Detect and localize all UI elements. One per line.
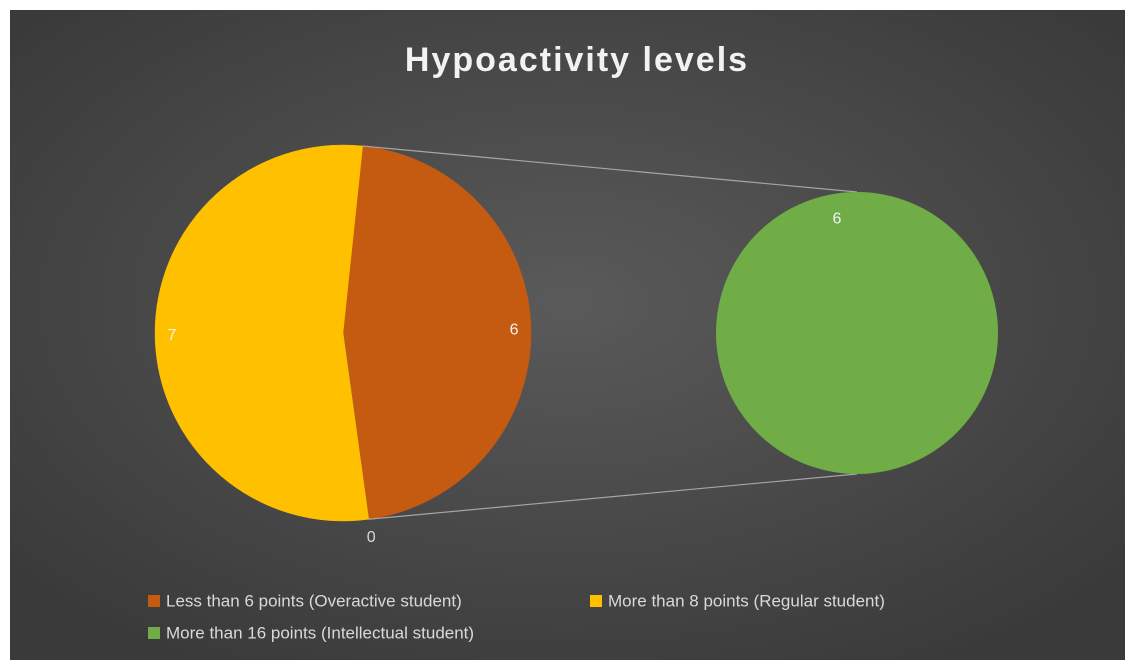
chart-title: Hypoactivity levels	[405, 41, 749, 79]
legend-label: More than 8 points (Regular student)	[608, 591, 885, 610]
data-label: 6	[510, 321, 519, 338]
connector-line	[362, 145, 858, 193]
legend-swatch	[148, 595, 160, 607]
legend-swatch	[148, 627, 160, 639]
data-label: 7	[167, 327, 176, 344]
pie-slice	[716, 192, 998, 474]
pie-slice	[154, 144, 369, 522]
connector-line	[368, 473, 858, 520]
legend-label: Less than 6 points (Overactive student)	[166, 591, 462, 610]
legend-label: More than 16 points (Intellectual studen…	[166, 623, 474, 642]
data-label: 0	[367, 529, 376, 546]
pie-slice	[342, 145, 532, 520]
legend-swatch	[590, 595, 602, 607]
data-label: 6	[832, 210, 841, 227]
